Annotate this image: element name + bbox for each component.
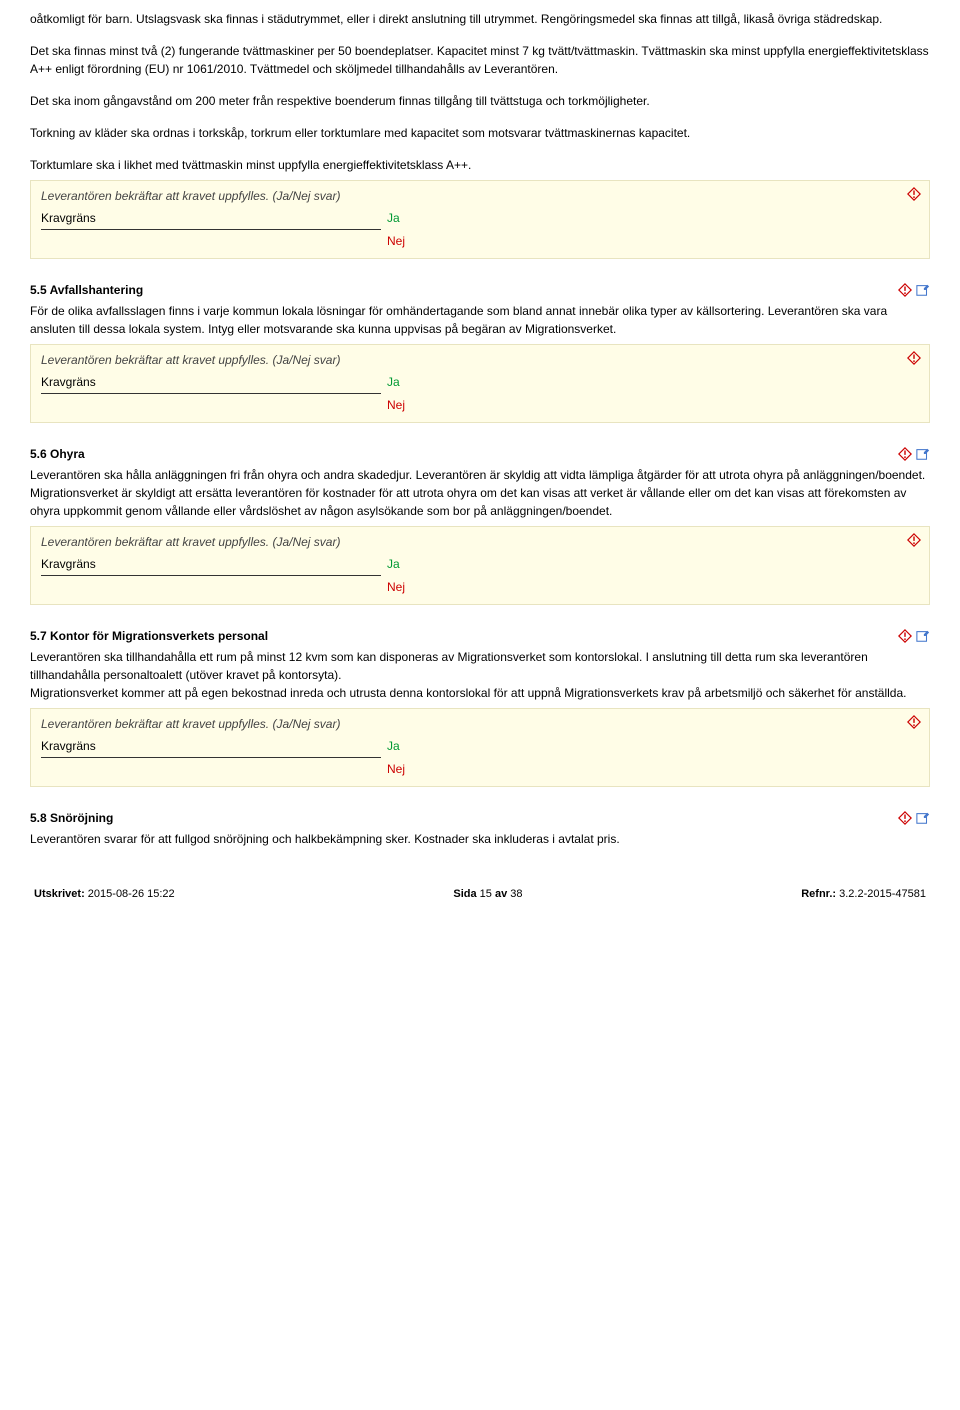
edit-icon[interactable] (916, 629, 930, 643)
section-title-5-8: 5.8 Snöröjning (30, 809, 113, 827)
section-body-5-7b: Migrationsverket kommer att på egen beko… (30, 684, 930, 702)
answer-prompt: Leverantören bekräftar att kravet uppfyl… (41, 351, 919, 369)
intro-para-3: Det ska inom gångavstånd om 200 meter fr… (30, 92, 930, 110)
section-5-8: 5.8 Snöröjning Leverantören svarar för a… (30, 809, 930, 848)
warning-icon (907, 715, 921, 729)
answer-prompt: Leverantören bekräftar att kravet uppfyl… (41, 715, 919, 733)
answer-ja: Ja (381, 209, 919, 230)
footer-printed: Utskrivet: 2015-08-26 15:22 (34, 886, 175, 903)
section-5-6: 5.6 Ohyra Leverantören ska hålla anläggn… (30, 445, 930, 605)
answer-nej: Nej (387, 760, 919, 778)
section-body-5-6: Leverantören ska hålla anläggningen fri … (30, 466, 930, 520)
section-title-5-5: 5.5 Avfallshantering (30, 281, 143, 299)
answer-box-5-5: Leverantören bekräftar att kravet uppfyl… (30, 344, 930, 423)
section-title-5-7: 5.7 Kontor för Migrationsverkets persona… (30, 627, 268, 645)
answer-box-5-7: Leverantören bekräftar att kravet uppfyl… (30, 708, 930, 787)
intro-para-4: Torkning av kläder ska ordnas i torkskåp… (30, 124, 930, 142)
kravgrans-label: Kravgräns (41, 737, 381, 758)
intro-para-5: Torktumlare ska i likhet med tvättmaskin… (30, 156, 930, 174)
section-body-5-8: Leverantören svarar för att fullgod snör… (30, 830, 930, 848)
warning-icon (898, 629, 912, 643)
answer-nej: Nej (387, 396, 919, 414)
section-5-5: 5.5 Avfallshantering För de olika avfall… (30, 281, 930, 423)
answer-ja: Ja (381, 737, 919, 758)
warning-icon (898, 811, 912, 825)
footer-page: Sida 15 av 38 (453, 886, 522, 903)
warning-icon (907, 187, 921, 201)
edit-icon[interactable] (916, 811, 930, 825)
answer-box-intro: Leverantören bekräftar att kravet uppfyl… (30, 180, 930, 259)
intro-para-1: oåtkomligt för barn. Utslagsvask ska fin… (30, 10, 930, 28)
section-title-5-6: 5.6 Ohyra (30, 445, 85, 463)
answer-box-5-6: Leverantören bekräftar att kravet uppfyl… (30, 526, 930, 605)
kravgrans-label: Kravgräns (41, 555, 381, 576)
answer-prompt: Leverantören bekräftar att kravet uppfyl… (41, 187, 919, 205)
intro-para-2: Det ska finnas minst två (2) fungerande … (30, 42, 930, 78)
section-body-5-5: För de olika avfallsslagen finns i varje… (30, 302, 930, 338)
section-5-7: 5.7 Kontor för Migrationsverkets persona… (30, 627, 930, 787)
warning-icon (898, 447, 912, 461)
warning-icon (907, 533, 921, 547)
page-footer: Utskrivet: 2015-08-26 15:22 Sida 15 av 3… (30, 886, 930, 903)
answer-ja: Ja (381, 555, 919, 576)
answer-nej: Nej (387, 578, 919, 596)
warning-icon (907, 351, 921, 365)
answer-ja: Ja (381, 373, 919, 394)
warning-icon (898, 283, 912, 297)
kravgrans-label: Kravgräns (41, 209, 381, 230)
answer-nej: Nej (387, 232, 919, 250)
edit-icon[interactable] (916, 283, 930, 297)
section-body-5-7a: Leverantören ska tillhandahålla ett rum … (30, 648, 930, 684)
edit-icon[interactable] (916, 447, 930, 461)
kravgrans-label: Kravgräns (41, 373, 381, 394)
footer-ref: Refnr.: 3.2.2-2015-47581 (801, 886, 926, 903)
answer-prompt: Leverantören bekräftar att kravet uppfyl… (41, 533, 919, 551)
section-intro-continued: oåtkomligt för barn. Utslagsvask ska fin… (30, 10, 930, 259)
